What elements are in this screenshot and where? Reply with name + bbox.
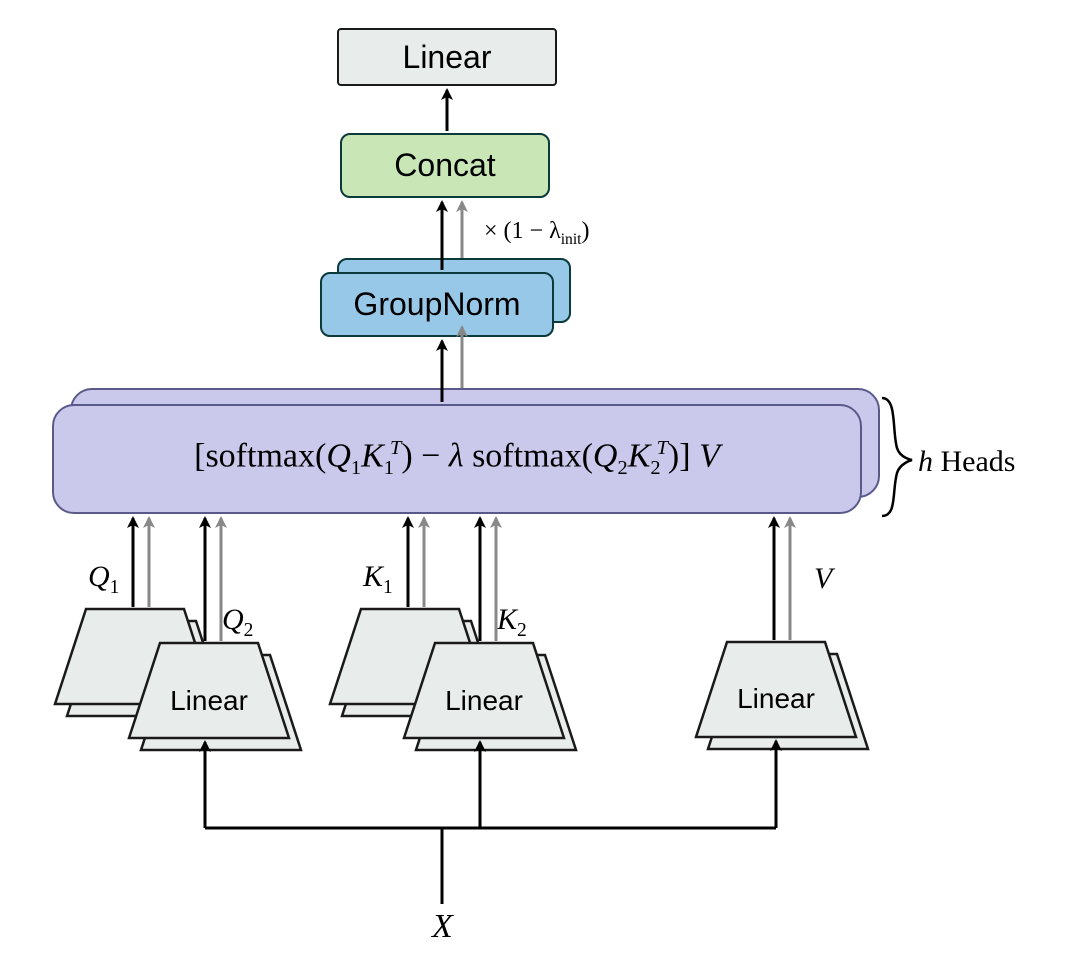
v-trap-shadow: [708, 654, 868, 749]
heads-brace: [882, 398, 912, 516]
linear-top-label: Linear: [403, 39, 492, 76]
concat-label: Concat: [394, 147, 495, 184]
heads-text: Heads: [933, 445, 1015, 478]
heads-label: h Heads: [918, 445, 1015, 479]
linear-top-box: Linear: [337, 28, 557, 86]
q-trap-label: Linear: [170, 685, 248, 716]
groupnorm-front-box: GroupNorm: [320, 272, 554, 337]
k1-label: K1: [363, 560, 393, 599]
v-label: V: [814, 562, 832, 596]
attention-formula: [softmax(Q1K1T) − λ softmax(Q2K2T)] V: [194, 437, 720, 480]
attention-front-box: [softmax(Q1K1T) − λ softmax(Q2K2T)] V: [52, 404, 862, 514]
q-trap-2: [129, 643, 289, 738]
k-trap-label: Linear: [445, 685, 523, 716]
k2-label: K2: [497, 603, 527, 642]
lambda-ann-sub: init: [561, 231, 582, 248]
k-trap-2-shadow: [416, 655, 576, 750]
k-trap-1: [330, 609, 490, 704]
k-trap-1-shadow: [342, 621, 502, 716]
concat-box: Concat: [340, 133, 550, 198]
q-trap-2-shadow: [141, 655, 301, 750]
v-trap: [696, 642, 856, 737]
q1-label: Q1: [88, 560, 119, 599]
lambda-init-annotation: × (1 − λinit): [484, 218, 590, 249]
v-trap-label: Linear: [737, 683, 815, 714]
q-trap-1-shadow: [67, 621, 227, 716]
q-trap-1: [55, 609, 215, 704]
lambda-ann-prefix: × (1 − λ: [484, 218, 561, 244]
x-label: X: [432, 908, 453, 946]
k-trap-2: [404, 643, 564, 738]
groupnorm-label: GroupNorm: [353, 286, 520, 323]
heads-h: h: [918, 445, 933, 478]
lambda-ann-close: ): [582, 218, 590, 244]
q2-label: Q2: [222, 603, 253, 642]
